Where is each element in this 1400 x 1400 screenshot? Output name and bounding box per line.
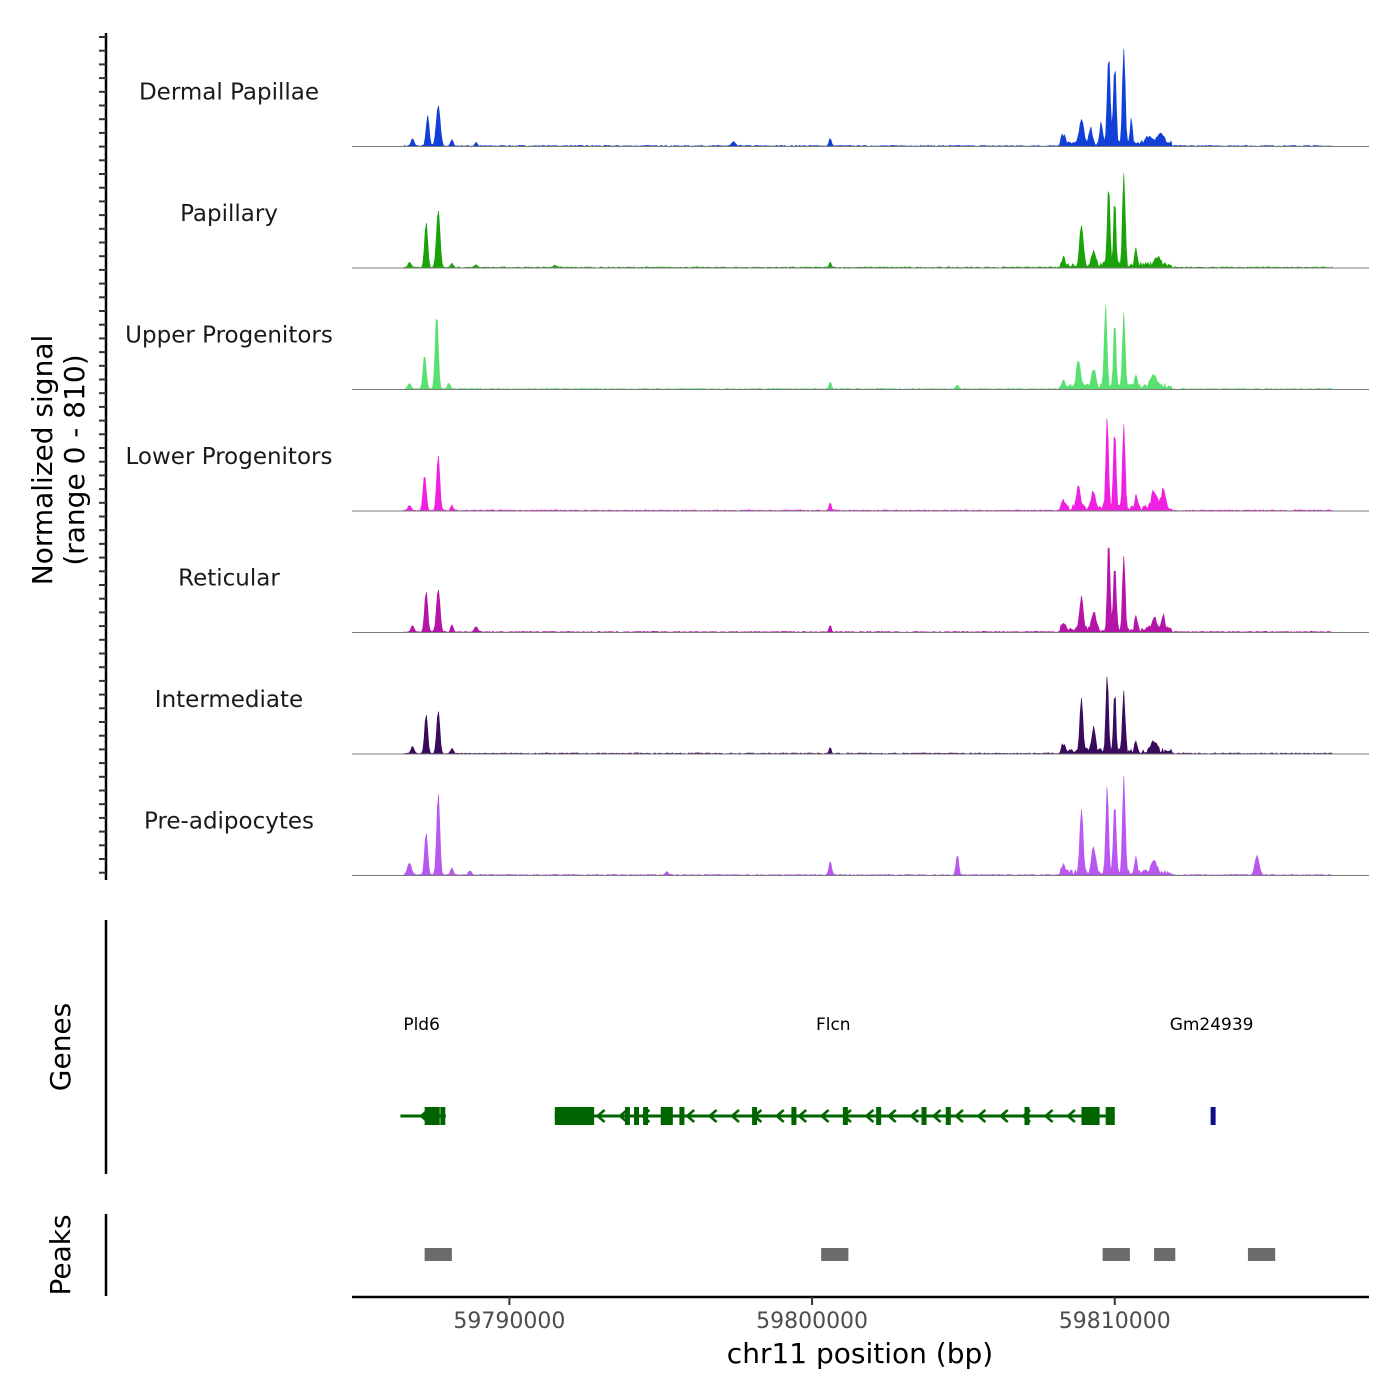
- strand-arrow: [864, 1109, 875, 1123]
- gene-exon-small: [791, 1107, 797, 1125]
- gene-models: Pld6 Flcn Gm24939: [400, 1015, 1254, 1125]
- strand-arrow: [998, 1109, 1009, 1123]
- peak-region: [821, 1248, 849, 1261]
- gene-exon-small: [431, 1107, 437, 1125]
- strand-arrow: [595, 1109, 606, 1123]
- y-axis-range: (range 0 - 810): [58, 354, 91, 565]
- gene-exon-small: [876, 1107, 882, 1125]
- strand-arrow: [886, 1109, 897, 1123]
- gene-exon-small: [842, 1107, 848, 1125]
- strand-arrow: [1043, 1109, 1054, 1123]
- signal-area-4: [403, 547, 1334, 633]
- gene-exon-small: [945, 1107, 951, 1125]
- track-label: Papillary: [180, 201, 278, 227]
- gene-exon: [1105, 1107, 1115, 1125]
- signal-area-3: [403, 418, 1334, 512]
- peak-region: [1102, 1248, 1130, 1261]
- genes-axis-title: Genes: [44, 1003, 77, 1091]
- strand-arrow: [931, 1109, 942, 1123]
- signal-area-1: [403, 173, 1334, 269]
- x-axis-title: chr11 position (bp): [727, 1337, 993, 1370]
- track-label: Upper Progenitors: [125, 323, 333, 349]
- strand-arrow: [1066, 1109, 1076, 1123]
- gene-exon-small: [921, 1107, 927, 1125]
- signal-area-0: [402, 48, 1334, 147]
- signal-tracks: [352, 48, 1369, 876]
- y-axis-title: Normalized signal: [26, 335, 59, 586]
- gene-label: Pld6: [403, 1015, 440, 1035]
- strand-arrow: [797, 1109, 807, 1123]
- x-tick-label: 59810000: [1059, 1309, 1171, 1334]
- gene-exon: [660, 1107, 673, 1125]
- strand-arrow: [730, 1109, 740, 1123]
- x-tick-label: 59790000: [453, 1309, 565, 1334]
- strand-arrow: [819, 1109, 830, 1123]
- strand-arrow: [976, 1109, 987, 1123]
- peak-region: [1247, 1248, 1276, 1261]
- gene-exon-small: [634, 1107, 640, 1125]
- strand-arrow: [909, 1109, 919, 1123]
- gene-exon-small: [624, 1107, 630, 1125]
- gene-label: Flcn: [816, 1015, 851, 1035]
- x-tick-label: 59800000: [756, 1309, 868, 1334]
- peaks-axis-title: Peaks: [44, 1214, 77, 1295]
- peak-region: [424, 1248, 452, 1261]
- gene-exon-small: [1210, 1107, 1216, 1125]
- gene-exon-small: [752, 1107, 758, 1125]
- track-label: Pre-adipocytes: [144, 809, 314, 835]
- signal-area-2: [403, 304, 1334, 391]
- gene-exon-small: [679, 1107, 685, 1125]
- track-label: Dermal Papillae: [139, 80, 319, 106]
- strand-arrow: [685, 1109, 695, 1123]
- gene-label: Gm24939: [1170, 1015, 1254, 1035]
- track-label: Intermediate: [155, 687, 303, 713]
- track-labels: Dermal Papillae Papillary Upper Progenitor…: [125, 80, 333, 835]
- signal-area-6: [403, 775, 1334, 876]
- strand-arrow: [618, 1109, 628, 1123]
- strand-arrow: [774, 1109, 785, 1123]
- peak-region: [1154, 1248, 1176, 1261]
- gene-exon: [1081, 1107, 1100, 1125]
- signal-area-5: [403, 676, 1334, 755]
- gene-exon: [554, 1107, 595, 1125]
- signal-y-axis: [99, 33, 108, 880]
- strand-arrow: [954, 1109, 964, 1123]
- gene-exon-small: [440, 1107, 446, 1125]
- strand-arrow: [707, 1109, 718, 1123]
- track-label: Lower Progenitors: [126, 444, 333, 470]
- track-label: Reticular: [178, 566, 280, 592]
- gene-exon-small: [1024, 1107, 1030, 1125]
- peak-regions: [424, 1248, 1276, 1261]
- gene-exon-small: [643, 1107, 649, 1125]
- x-axis: 59790000 59800000 59810000: [453, 1297, 1171, 1334]
